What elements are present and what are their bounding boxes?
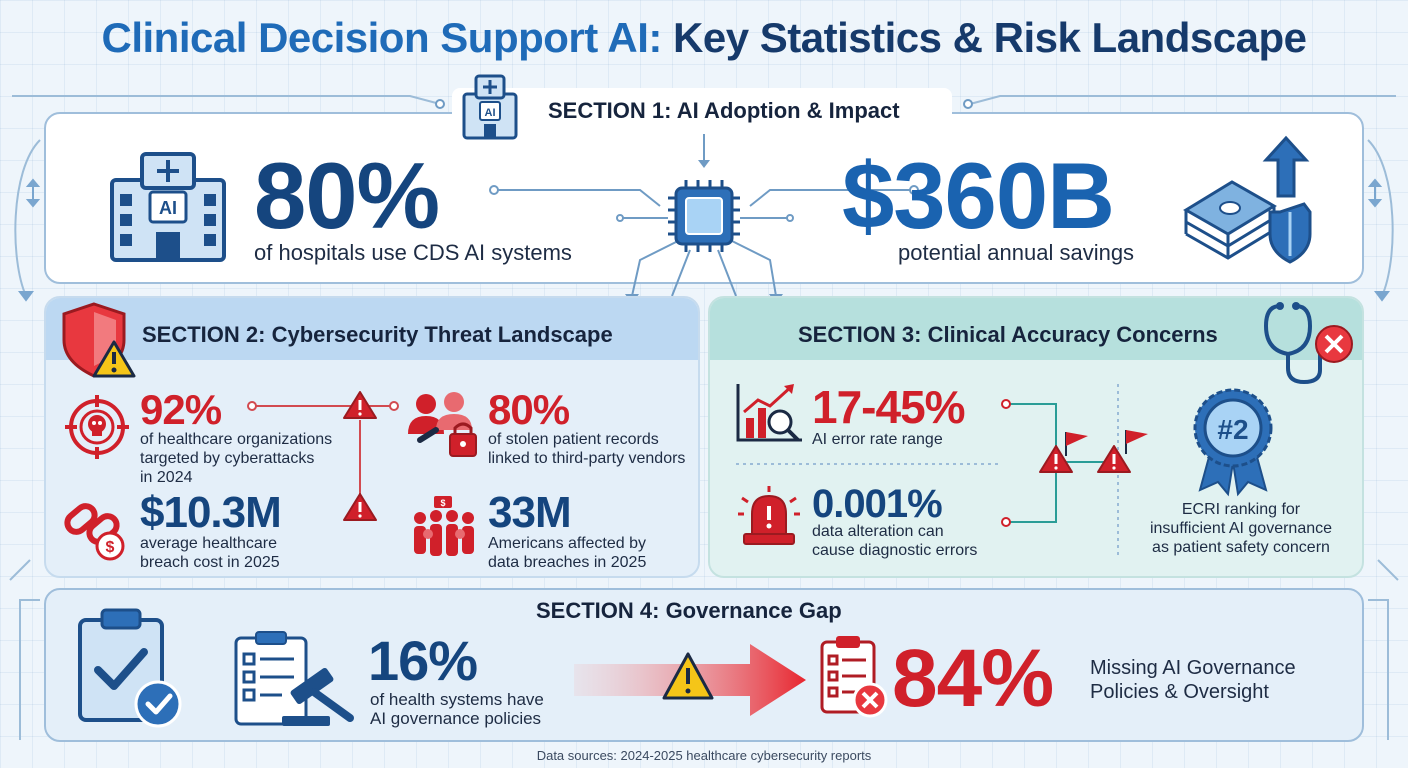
data-alteration-stat: 0.001%: [812, 482, 943, 526]
breach-cost-stat: $10.3M: [140, 488, 282, 537]
annual-savings-label: potential annual savings: [898, 240, 1135, 265]
warning-triangle-icon: [343, 493, 377, 521]
section-3-header: [710, 298, 1362, 360]
page-title: Clinical Decision Support AI: Key Statis…: [0, 14, 1408, 62]
annual-savings-stat: $360B: [842, 143, 1115, 248]
label-line: as patient safety concern: [1152, 539, 1330, 556]
warning-triangle-icon: [1039, 445, 1073, 473]
label-line: data breaches in 2025: [488, 554, 647, 571]
label-line: Americans affected by: [488, 535, 647, 552]
stolen-records-label: of stolen patient records linked to thir…: [488, 430, 685, 468]
hospitals-cds-stat: 80%: [254, 143, 440, 248]
crowd-icon: $: [414, 496, 474, 556]
americans-affected-label: Americans affected by data breaches in 2…: [488, 534, 646, 572]
label-line: in 2024: [140, 469, 193, 486]
ecri-rank-value: #2: [1217, 414, 1248, 445]
data-alteration-label: data alteration can cause diagnostic err…: [812, 522, 977, 560]
label-line: insufficient AI governance: [1149, 520, 1333, 537]
title-part-2: Key Statistics & Risk Landscape: [673, 14, 1307, 61]
missing-governance-label: Missing AI Governance Policies & Oversig…: [1090, 656, 1296, 704]
title-part-1: Clinical Decision Support AI:: [101, 14, 663, 61]
ai-error-rate-label: AI error rate range: [812, 431, 943, 448]
clipboard-check-icon: [78, 608, 182, 728]
svg-text:AI: AI: [485, 107, 496, 119]
label-line: of health systems have: [370, 690, 544, 709]
warning-triangle-icon: [1097, 445, 1131, 473]
red-flag-icon: [1065, 432, 1088, 456]
chart-magnifier-icon: [736, 384, 802, 442]
ai-chip-icon: [668, 180, 740, 252]
label-line: targeted by cyberattacks: [140, 450, 315, 467]
missing-governance-stat: 84%: [892, 633, 1054, 724]
label-line: average healthcare: [140, 535, 277, 552]
checklist-x-icon: [820, 636, 888, 718]
section-4-title: SECTION 4: Governance Gap: [536, 598, 842, 623]
gap-arrow-icon: [574, 644, 806, 716]
alarm-icon: [738, 486, 800, 545]
broken-chain-icon: $: [64, 503, 125, 561]
stethoscope-icon: [1263, 302, 1353, 385]
section-2-title: SECTION 2: Cybersecurity Threat Landscap…: [142, 322, 613, 347]
section-1-title: SECTION 1: AI Adoption & Impact: [548, 98, 900, 123]
money-shield-icon: [1183, 135, 1312, 264]
label-line: linked to third-party vendors: [488, 450, 686, 467]
label-line: cause diagnostic errors: [812, 542, 978, 559]
label-line: data alteration can: [812, 523, 944, 540]
shield-warning-icon: [62, 302, 136, 378]
label-line: Policies & Oversight: [1090, 681, 1269, 703]
americans-affected-stat: 33M: [488, 488, 572, 537]
hospitals-cds-label: of hospitals use CDS AI systems: [254, 240, 572, 265]
section-1-header: [452, 88, 952, 134]
section-2-panel: [44, 296, 700, 578]
hospital-ai-small-icon: AI: [462, 74, 518, 140]
governance-policies-label: of health systems have AI governance pol…: [370, 690, 544, 728]
red-flag-icon: [1125, 430, 1148, 454]
ecri-ranking-label: ECRI ranking for insufficient AI governa…: [1130, 500, 1352, 557]
label-line: ECRI ranking for: [1181, 501, 1301, 518]
vendor-lock-icon: [408, 392, 477, 457]
target-skull-icon: [65, 395, 129, 459]
section-2-header: [46, 298, 698, 360]
governance-policies-stat: 16%: [368, 629, 478, 692]
orgs-targeted-label: of healthcare organizations targeted by …: [140, 430, 332, 487]
breach-cost-label: average healthcare breach cost in 2025: [140, 534, 280, 572]
hospital-ai-icon: AI: [110, 152, 226, 262]
checklist-gavel-icon: [234, 631, 354, 726]
ai-error-rate-stat: 17-45%: [812, 381, 966, 433]
label-line: breach cost in 2025: [140, 554, 280, 571]
label-line: of stolen patient records: [488, 431, 659, 448]
label-line: of healthcare organizations: [140, 431, 333, 448]
svg-text:AI: AI: [159, 198, 177, 218]
section-3-title: SECTION 3: Clinical Accuracy Concerns: [798, 322, 1218, 347]
svg-text:$: $: [106, 539, 115, 556]
label-line: Missing AI Governance: [1090, 657, 1296, 679]
warning-triangle-icon: [343, 391, 377, 419]
ranking-badge-icon: #2: [1193, 388, 1273, 497]
label-line: AI governance policies: [370, 709, 542, 728]
orgs-targeted-stat: 92%: [140, 386, 222, 433]
stolen-records-stat: 80%: [488, 386, 570, 433]
data-sources-footer: Data sources: 2024-2025 healthcare cyber…: [536, 748, 872, 763]
svg-text:$: $: [440, 498, 445, 508]
